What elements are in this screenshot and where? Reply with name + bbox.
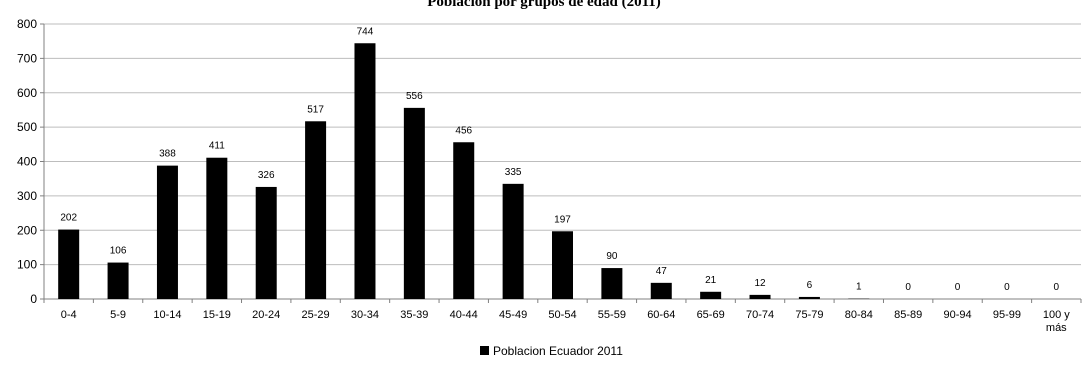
x-tick-label: 55-59 — [598, 309, 626, 321]
x-tick-label: 95-99 — [993, 309, 1021, 321]
data-label: 197 — [554, 214, 571, 225]
data-label: 744 — [357, 26, 374, 37]
data-label: 90 — [606, 251, 618, 262]
data-label: 335 — [505, 167, 522, 178]
data-label: 12 — [754, 278, 766, 289]
x-tick-label: 25-29 — [302, 309, 330, 321]
x-tick-label: 45-49 — [499, 309, 527, 321]
data-label: 0 — [1054, 282, 1060, 293]
data-label: 0 — [955, 282, 961, 293]
x-tick-label: 100 y — [1043, 309, 1070, 321]
bar — [354, 43, 375, 299]
x-tick-label: 40-44 — [450, 309, 478, 321]
data-label: 6 — [807, 280, 813, 291]
x-tick-label: 80-84 — [845, 309, 873, 321]
y-tick-label: 200 — [17, 223, 37, 237]
x-tick-label: 65-69 — [697, 309, 725, 321]
x-tick-label: 0-4 — [61, 309, 77, 321]
data-label: 0 — [1004, 282, 1010, 293]
bar — [503, 184, 524, 299]
bar — [108, 263, 129, 299]
data-label: 202 — [60, 213, 77, 224]
x-tick-label: 60-64 — [647, 309, 675, 321]
y-tick-labels: 0 100 200 300 400 500 600 700 800 — [17, 17, 37, 306]
x-tick-label: 10-14 — [153, 309, 181, 321]
bar — [552, 231, 573, 299]
bar — [157, 166, 178, 299]
y-tick-label: 300 — [17, 189, 37, 203]
data-label: 1 — [856, 282, 862, 293]
bar — [404, 108, 425, 299]
x-tick-label: 75-79 — [795, 309, 823, 321]
data-label: 388 — [159, 149, 176, 160]
y-tick-label: 600 — [17, 86, 37, 100]
x-tick-labels: 0-4 5-9 10-14 15-19 20-24 25-29 30-34 35-39 40-4… — [61, 309, 1071, 334]
x-tick-label: más — [1046, 322, 1067, 334]
gridlines — [44, 24, 1081, 265]
x-tick-label: 90-94 — [943, 309, 971, 321]
bars — [58, 43, 869, 299]
x-tick-label: 20-24 — [252, 309, 280, 321]
bar — [256, 187, 277, 299]
x-tick-label: 50-54 — [548, 309, 576, 321]
bar — [651, 283, 672, 299]
y-tick-label: 400 — [17, 155, 37, 169]
y-tick-label: 0 — [30, 292, 37, 306]
x-tick-label: 35-39 — [400, 309, 428, 321]
x-tick-label: 30-34 — [351, 309, 379, 321]
y-tick-label: 800 — [17, 17, 37, 31]
y-tick-label: 500 — [17, 120, 37, 134]
x-tick-label: 85-89 — [894, 309, 922, 321]
x-tick-label: 5-9 — [110, 309, 126, 321]
bar — [305, 121, 326, 299]
data-label: 517 — [307, 104, 324, 115]
data-label: 456 — [455, 125, 472, 136]
legend-label: Poblacion Ecuador 2011 — [493, 344, 623, 358]
data-label: 106 — [110, 246, 127, 257]
bar — [453, 142, 474, 299]
data-label: 411 — [209, 141, 225, 152]
bar — [750, 295, 771, 299]
data-label: 47 — [656, 266, 668, 277]
y-tick-label: 700 — [17, 51, 37, 65]
bar — [799, 297, 820, 299]
data-label: 326 — [258, 170, 275, 181]
data-label: 21 — [705, 275, 717, 286]
legend-swatch — [480, 346, 489, 355]
bar — [700, 292, 721, 299]
bar — [206, 158, 227, 299]
data-label: 0 — [905, 282, 911, 293]
legend: Poblacion Ecuador 2011 — [480, 344, 623, 358]
x-tick-label: 70-74 — [746, 309, 774, 321]
x-tick-label: 15-19 — [203, 309, 231, 321]
y-tick-label: 100 — [17, 258, 37, 272]
bar — [601, 268, 622, 299]
bar — [58, 230, 79, 299]
chart-title: Población por grupos de edad (2011) — [0, 0, 1088, 10]
data-label: 556 — [406, 91, 423, 102]
